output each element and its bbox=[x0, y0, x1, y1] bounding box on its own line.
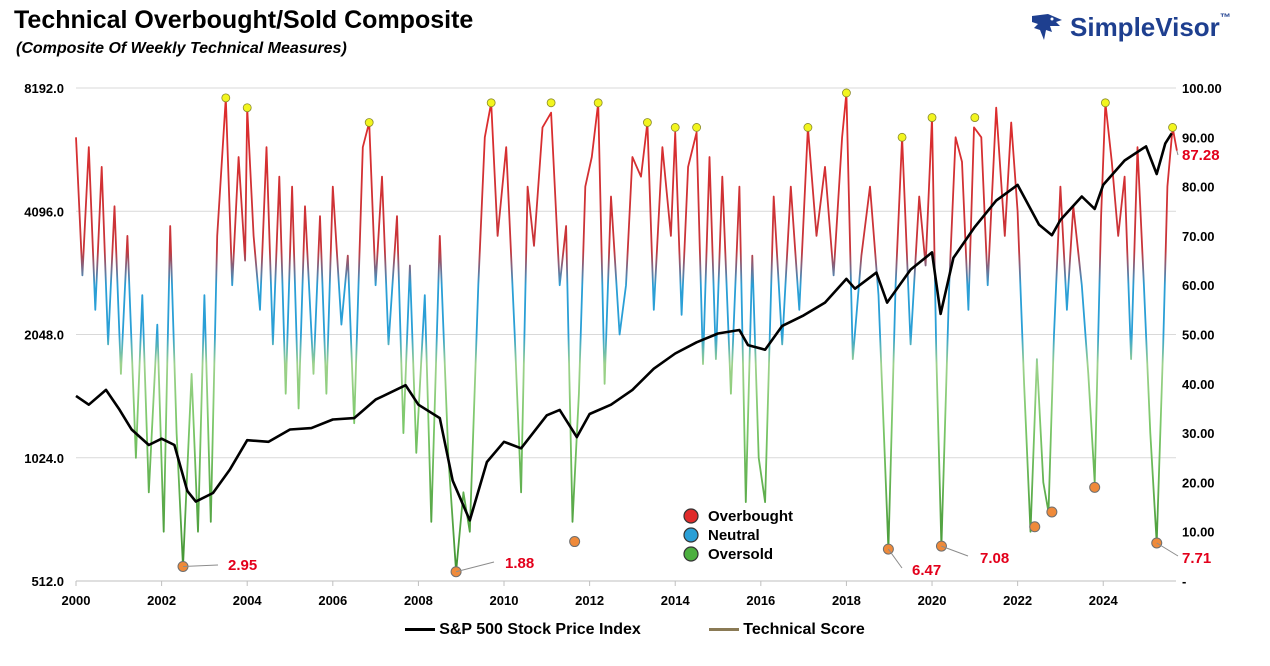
x-tick-label: 2016 bbox=[746, 593, 775, 608]
x-tick-label: 2020 bbox=[918, 593, 947, 608]
chart-subtitle: (Composite Of Weekly Technical Measures) bbox=[16, 40, 347, 57]
overbought-peak-marker bbox=[670, 123, 680, 132]
callout-leader bbox=[182, 564, 219, 567]
y-right-tick-label: 20.00 bbox=[1182, 475, 1215, 490]
y-right-tick-label: 70.00 bbox=[1182, 229, 1215, 244]
overbought-peak-marker bbox=[692, 123, 702, 132]
callout-leader bbox=[941, 545, 969, 557]
overbought-peak-marker bbox=[242, 103, 252, 113]
callout-leader bbox=[455, 561, 495, 573]
legend: S&P 500 Stock Price Index Technical Scor… bbox=[0, 618, 1270, 639]
x-tick-label: 2010 bbox=[490, 593, 519, 608]
technical-score-line bbox=[75, 92, 1178, 573]
chart-title: Technical Overbought/Sold Composite bbox=[14, 6, 474, 34]
x-tick-label: 2018 bbox=[832, 593, 861, 608]
callout-label: 2.95 bbox=[228, 557, 257, 574]
y-right-tick-label: 100.00 bbox=[1182, 81, 1222, 96]
callout-leader bbox=[1156, 542, 1179, 557]
eagle-icon bbox=[1032, 14, 1062, 40]
oversold-trough-marker bbox=[1089, 481, 1101, 493]
legend-item-price: S&P 500 Stock Price Index bbox=[405, 621, 641, 639]
x-tick-label: 2022 bbox=[1003, 593, 1032, 608]
y-right-tick-label: 40.00 bbox=[1182, 377, 1215, 392]
x-tick-label: 2014 bbox=[661, 593, 691, 608]
oversold-trough-marker bbox=[569, 536, 581, 548]
zone-legend-dot bbox=[683, 546, 699, 562]
y-right-tick-label: 30.00 bbox=[1182, 426, 1215, 441]
callout-label: 87.28 bbox=[1182, 147, 1220, 164]
callout-leader bbox=[1176, 150, 1179, 156]
y-right-tick-label: 10.00 bbox=[1182, 525, 1215, 540]
oversold-trough-marker bbox=[1029, 521, 1041, 533]
y-right-tick-label: 90.00 bbox=[1182, 130, 1215, 145]
overbought-peak-marker bbox=[842, 88, 851, 98]
x-tick-label: 2012 bbox=[575, 593, 604, 608]
overbought-peak-marker bbox=[1168, 123, 1177, 132]
brand-name: SimpleVisor™ bbox=[1070, 12, 1231, 42]
x-tick-label: 2024 bbox=[1089, 593, 1119, 608]
x-tick-label: 2006 bbox=[318, 593, 347, 608]
overbought-peak-marker bbox=[486, 98, 496, 108]
overbought-peak-marker bbox=[643, 118, 652, 127]
y-left-tick-label: 512.0 bbox=[31, 574, 64, 589]
x-tick-label: 2004 bbox=[233, 593, 263, 608]
y-left-tick-label: 4096.0 bbox=[24, 204, 64, 219]
callout-leader bbox=[887, 548, 903, 569]
zone-legend-label: Oversold bbox=[708, 546, 773, 563]
y-right-tick-label: 80.00 bbox=[1182, 180, 1215, 195]
y-right-tick-label: 60.00 bbox=[1182, 278, 1215, 293]
oversold-trough-marker bbox=[1046, 506, 1058, 518]
brand-logo: SimpleVisor™ bbox=[1030, 8, 1255, 48]
x-tick-label: 2000 bbox=[62, 593, 91, 608]
zone-legend-dot bbox=[683, 527, 699, 543]
y-right-tick-label: 50.00 bbox=[1182, 328, 1215, 343]
overbought-peak-marker bbox=[927, 113, 937, 122]
overbought-peak-marker bbox=[364, 118, 374, 127]
overbought-peak-marker bbox=[593, 98, 603, 108]
zone-legend-label: Overbought bbox=[708, 508, 793, 525]
x-tick-label: 2008 bbox=[404, 593, 433, 608]
callout-label: 1.88 bbox=[505, 555, 534, 572]
overbought-peak-marker bbox=[221, 93, 231, 103]
callout-label: 6.47 bbox=[912, 562, 941, 579]
x-tick-label: 2002 bbox=[147, 593, 176, 608]
legend-item-score: Technical Score bbox=[709, 621, 865, 639]
overbought-peak-marker bbox=[803, 123, 813, 132]
overbought-peak-marker bbox=[1100, 98, 1110, 108]
y-left-tick-label: 2048.0 bbox=[24, 328, 64, 343]
y-left-tick-label: 8192.0 bbox=[24, 81, 64, 96]
sp500-price-line bbox=[75, 132, 1173, 522]
y-left-tick-label: 1024.0 bbox=[24, 451, 64, 466]
callout-label: 7.71 bbox=[1182, 550, 1211, 567]
overbought-peak-marker bbox=[546, 98, 556, 108]
y-right-tick-label: - bbox=[1182, 574, 1186, 589]
overbought-peak-marker bbox=[970, 113, 980, 122]
callout-label: 7.08 bbox=[980, 550, 1009, 567]
zone-legend-label: Neutral bbox=[708, 527, 760, 544]
overbought-peak-marker bbox=[897, 132, 907, 142]
zone-legend-dot bbox=[683, 508, 699, 524]
